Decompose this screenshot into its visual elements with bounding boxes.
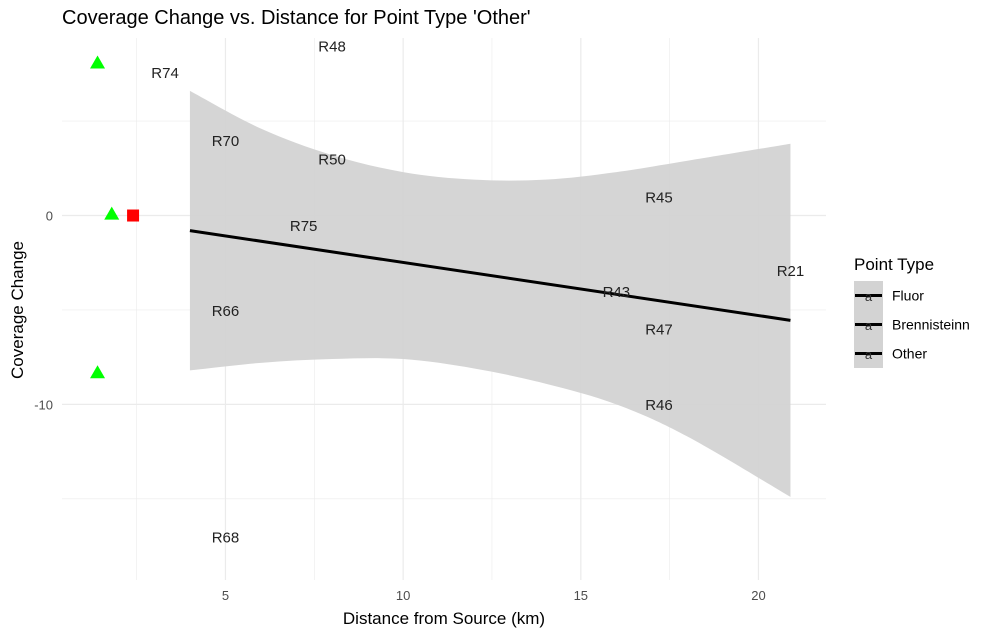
y-tick-label: -10	[34, 397, 53, 412]
y-axis-title: Coverage Change	[8, 241, 27, 379]
point-label-r47: R47	[645, 322, 673, 339]
point-label-r68: R68	[212, 529, 240, 546]
y-tick-label: 0	[46, 209, 53, 224]
x-tick-label: 5	[222, 588, 229, 603]
point-label-r75: R75	[290, 218, 318, 235]
x-tick-label: 15	[574, 588, 588, 603]
triangle-point	[90, 55, 106, 69]
point-label-r46: R46	[645, 397, 673, 414]
legend-label: Brennisteinn	[892, 317, 970, 333]
square-point	[127, 209, 140, 222]
legend-label: Fluor	[892, 288, 924, 304]
point-label-r45: R45	[645, 189, 673, 206]
legend-title: Point Type	[854, 255, 934, 274]
triangle-point	[90, 365, 106, 379]
point-label-r66: R66	[212, 303, 240, 320]
legend-label: Other	[892, 346, 927, 362]
trend-line	[189, 229, 791, 322]
legend: Point Type a Fluor a Brennisteinn a Other	[854, 255, 970, 368]
plot-panel: R48 R74 R70 R50 R45 R75 R21 R43 R66 R47 R46 R68	[62, 38, 826, 580]
y-axis-ticks: 0 -10	[34, 209, 53, 413]
point-label-r70: R70	[212, 133, 240, 150]
point-label-r74: R74	[151, 65, 179, 82]
legend-key-glyph: a	[865, 347, 873, 362]
legend-key-glyph: a	[865, 318, 873, 333]
triangle-point	[104, 206, 120, 220]
legend-entry: a Brennisteinn	[854, 310, 970, 339]
data-points	[90, 55, 140, 379]
x-axis-ticks: 5 10 15 20	[222, 588, 766, 603]
point-label-r21: R21	[777, 263, 805, 280]
point-label-r50: R50	[318, 152, 346, 169]
legend-key-glyph: a	[865, 289, 873, 304]
point-labels: R48 R74 R70 R50 R45 R75 R21 R43 R66 R47 R46 R68	[151, 38, 804, 546]
x-tick-label: 10	[396, 588, 410, 603]
confidence-band	[189, 90, 791, 497]
point-label-r43: R43	[603, 284, 631, 301]
legend-entry: a Other	[854, 339, 927, 368]
x-axis-title: Distance from Source (km)	[343, 609, 545, 628]
legend-entry: a Fluor	[854, 281, 924, 310]
chart-title: Coverage Change vs. Distance for Point T…	[62, 7, 531, 29]
point-label-r48: R48	[318, 38, 346, 55]
legend-entries: a Fluor a Brennisteinn a Other	[854, 281, 970, 368]
x-tick-label: 20	[751, 588, 765, 603]
